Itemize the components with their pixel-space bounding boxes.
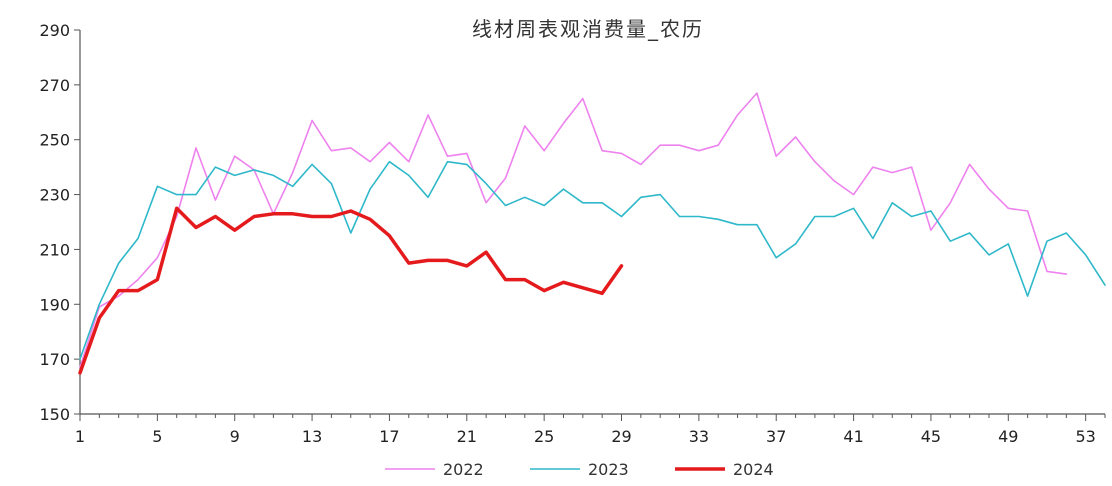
legend-label-2024: 2024 (733, 460, 774, 479)
y-tick-label: 270 (39, 76, 70, 95)
x-tick-label: 41 (843, 427, 863, 446)
series-layer (78, 92, 1106, 375)
axes: 150 170 190 210 230 250 270 290 1 5 9 13 17 21 25 29 33 3… (39, 21, 1106, 446)
series-line-2022 (79, 92, 1068, 369)
x-tick-label: 33 (689, 427, 709, 446)
chart-title: 线材周表观消费量_农历 (472, 17, 704, 41)
x-tick-label: 25 (534, 427, 554, 446)
y-tick-label: 290 (39, 21, 70, 40)
x-tick-label: 17 (379, 427, 399, 446)
x-tick-label: 21 (457, 427, 477, 446)
legend: 2022 2023 2024 (385, 460, 774, 479)
x-tick-label: 37 (766, 427, 786, 446)
y-tick-label: 250 (39, 131, 70, 150)
y-tick-label: 150 (39, 405, 70, 424)
x-tick-label: 45 (921, 427, 941, 446)
y-tick-label: 170 (39, 350, 70, 369)
series-line-2023 (79, 160, 1106, 360)
x-tick-label: 13 (302, 427, 322, 446)
x-tick-label: 9 (230, 427, 240, 446)
x-tick-label: 5 (152, 427, 162, 446)
x-tick-label: 53 (1075, 427, 1095, 446)
y-tick-label: 210 (39, 240, 70, 259)
series-line-2024 (78, 206, 624, 375)
y-tick-label: 190 (39, 295, 70, 314)
legend-label-2023: 2023 (588, 460, 629, 479)
y-tick-label: 230 (39, 186, 70, 205)
x-tick-label: 1 (75, 427, 85, 446)
legend-label-2022: 2022 (443, 460, 484, 479)
x-tick-label: 29 (611, 427, 631, 446)
x-tick-label: 49 (998, 427, 1018, 446)
